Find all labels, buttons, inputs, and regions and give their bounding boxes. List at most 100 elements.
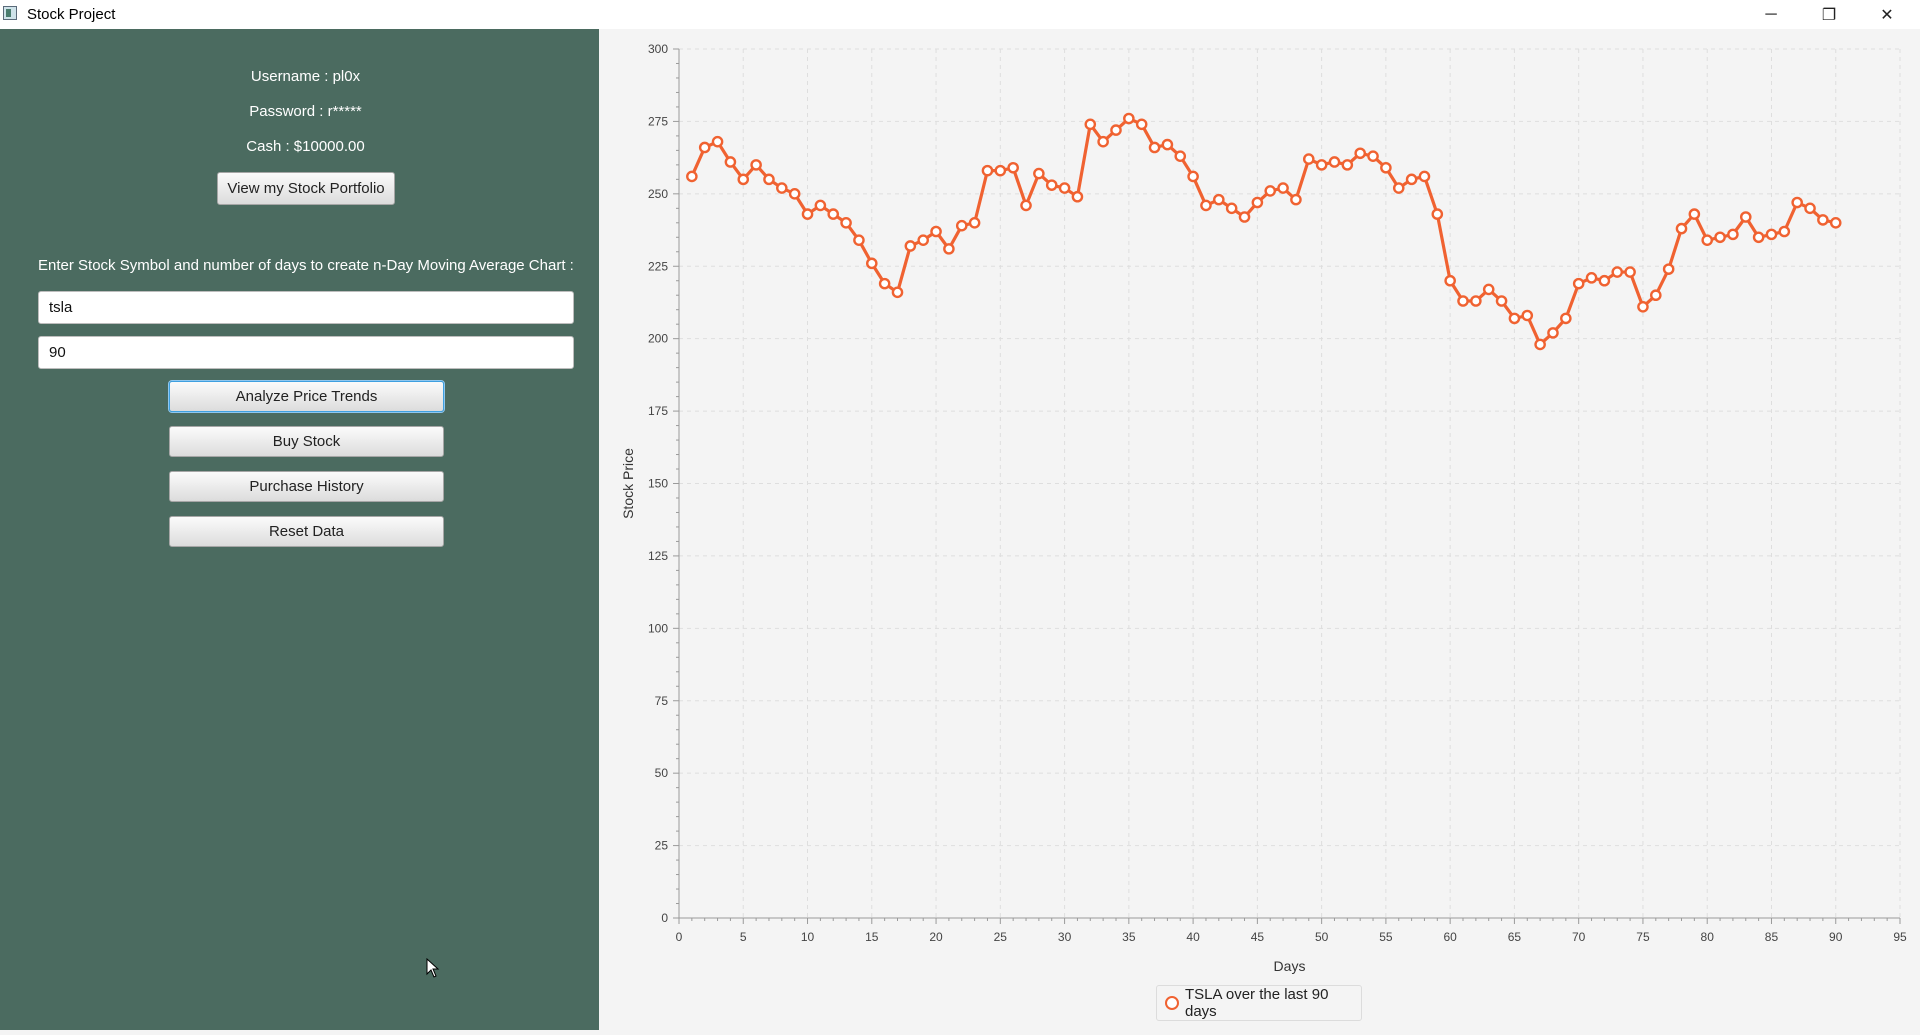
- data-point: [1714, 231, 1726, 244]
- data-point: [1264, 185, 1277, 197]
- x-tick-label: 95: [1893, 930, 1907, 944]
- view-portfolio-button[interactable]: View my Stock Portfolio: [217, 172, 395, 205]
- data-point: [750, 159, 762, 171]
- data-point: [1547, 327, 1559, 339]
- y-tick-label: 100: [648, 621, 668, 635]
- y-tick-label: 250: [648, 187, 668, 201]
- data-point: [737, 173, 750, 186]
- data-point: [1354, 147, 1366, 160]
- data-point: [1033, 167, 1045, 180]
- title-bar: Stock Project ─ ❐ ✕: [0, 0, 1920, 29]
- x-tick-label: 70: [1572, 930, 1586, 944]
- data-point: [1328, 156, 1341, 168]
- data-point: [1045, 179, 1058, 191]
- data-point: [1804, 202, 1816, 215]
- x-tick-label: 55: [1379, 930, 1393, 944]
- data-point: [1251, 196, 1264, 209]
- data-point: [1637, 301, 1649, 313]
- y-axis-label: Stock Price: [620, 448, 636, 519]
- data-point: [1071, 190, 1084, 203]
- data-point: [1482, 283, 1495, 296]
- data-point: [1431, 208, 1444, 220]
- app-icon: [3, 6, 17, 20]
- analyze-price-trends-button[interactable]: Analyze Price Trends: [169, 381, 444, 412]
- data-point: [1058, 182, 1071, 194]
- data-point: [1392, 182, 1405, 194]
- x-tick-label: 85: [1765, 930, 1779, 944]
- data-point: [1007, 161, 1019, 174]
- buy-stock-button[interactable]: Buy Stock: [169, 426, 444, 457]
- username-label: Username : pl0x: [250, 68, 361, 85]
- y-tick-label: 200: [648, 332, 668, 346]
- reset-data-button[interactable]: Reset Data: [169, 516, 444, 547]
- data-point: [1135, 118, 1148, 131]
- data-point: [865, 257, 878, 270]
- data-point: [943, 243, 955, 255]
- data-point: [788, 188, 801, 200]
- series-line: [690, 116, 1837, 347]
- x-tick-label: 65: [1508, 930, 1522, 944]
- x-axis-label: Days: [1274, 958, 1306, 974]
- data-point: [1585, 272, 1598, 284]
- data-point: [1778, 225, 1791, 238]
- data-point: [711, 135, 724, 148]
- data-point: [1765, 228, 1778, 241]
- mouse-cursor-icon: [426, 958, 440, 978]
- chart-panel: 0 5 10 15 20 25 30 35 40 45 50 55 60 65 70 75 80 85 90 95 0 2…: [599, 29, 1920, 1030]
- data-point: [1418, 170, 1431, 183]
- data-point: [1020, 199, 1032, 212]
- data-point: [686, 170, 698, 183]
- data-point: [827, 208, 840, 220]
- close-button[interactable]: ✕: [1880, 6, 1894, 24]
- data-point: [801, 208, 814, 220]
- data-point: [1727, 228, 1739, 241]
- password-label: Password : r*****: [249, 103, 362, 120]
- data-point: [930, 225, 942, 238]
- x-tick-label: 10: [801, 930, 815, 944]
- y-tick-label: 50: [655, 766, 669, 780]
- data-point: [1225, 202, 1238, 215]
- data-point: [878, 277, 891, 290]
- y-tick-label: 125: [648, 549, 668, 563]
- stock-symbol-input[interactable]: tsla: [38, 291, 574, 324]
- data-point: [1817, 214, 1829, 226]
- data-point: [1560, 312, 1572, 325]
- symbol-days-prompt: Enter Stock Symbol and number of days to…: [38, 257, 574, 274]
- x-tick-label: 5: [740, 930, 747, 944]
- data-point: [968, 216, 981, 229]
- data-point: [1315, 159, 1328, 171]
- data-point: [1739, 211, 1752, 223]
- data-point: [1341, 159, 1354, 171]
- minimize-button[interactable]: ─: [1765, 5, 1777, 23]
- data-point: [1123, 112, 1135, 125]
- x-tick-label: 45: [1251, 930, 1265, 944]
- legend-label: TSLA over the last 90 days: [1185, 986, 1329, 1020]
- y-tick-label: 300: [648, 42, 668, 56]
- data-point: [1572, 277, 1585, 290]
- data-point: [1791, 196, 1803, 209]
- days-input[interactable]: 90: [38, 336, 574, 369]
- y-tick-label: 275: [648, 114, 668, 128]
- y-tick-label: 25: [655, 839, 669, 853]
- purchase-history-button[interactable]: Purchase History: [169, 471, 444, 502]
- x-tick-label: 20: [929, 930, 943, 944]
- data-point: [1624, 266, 1636, 278]
- sidebar: Username : pl0x Password : r***** Cash :…: [0, 29, 599, 1030]
- x-tick-label: 0: [676, 930, 683, 944]
- y-tick-label: 150: [648, 477, 668, 491]
- data-point: [1290, 193, 1302, 206]
- x-tick-label: 80: [1701, 930, 1715, 944]
- data-point: [1508, 312, 1521, 325]
- data-point: [1701, 234, 1714, 246]
- data-point: [1675, 222, 1688, 235]
- maximize-button[interactable]: ❐: [1821, 6, 1837, 24]
- window-title: Stock Project: [27, 6, 116, 23]
- data-point: [1200, 199, 1212, 212]
- data-point: [1534, 338, 1546, 351]
- legend-marker-icon: [1165, 996, 1179, 1010]
- data-point: [1277, 182, 1289, 194]
- data-point: [917, 234, 930, 246]
- data-point: [1611, 266, 1624, 278]
- x-tick-label: 75: [1636, 930, 1650, 944]
- data-point: [1238, 211, 1251, 223]
